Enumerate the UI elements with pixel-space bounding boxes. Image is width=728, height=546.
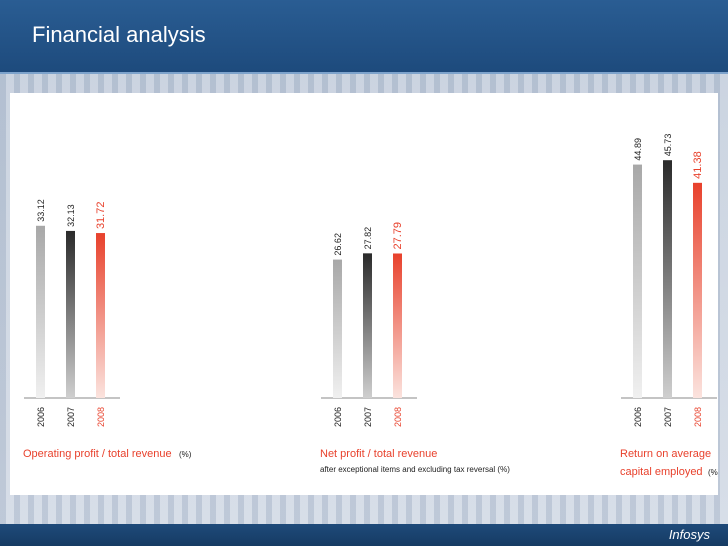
chart-title: Return on average (620, 448, 711, 460)
value-label: 31.72 (95, 202, 107, 230)
footer-bar: Infosys (0, 524, 728, 546)
year-label: 2008 (96, 407, 106, 427)
chart-title: Net profit / total revenue (320, 448, 437, 460)
year-label: 2007 (363, 407, 373, 427)
header-bar: Financial analysis (0, 0, 728, 74)
bar-2007 (66, 230, 75, 398)
year-label: 2008 (693, 407, 703, 427)
value-label: 32.13 (66, 204, 76, 227)
value-label: 45.73 (663, 134, 673, 157)
year-label: 2008 (393, 407, 403, 427)
year-label: 2007 (66, 407, 76, 427)
bar-2006 (36, 225, 45, 398)
bar-2006 (333, 259, 342, 398)
value-label: 26.62 (333, 233, 343, 256)
value-label: 44.89 (633, 138, 643, 161)
bar-2006 (633, 164, 642, 398)
year-label: 2006 (633, 407, 643, 427)
year-label: 2006 (36, 407, 46, 427)
chart-unit: (%) (179, 450, 192, 459)
value-label: 41.38 (692, 151, 704, 179)
year-label: 2006 (333, 407, 343, 427)
value-label: 27.79 (392, 222, 404, 250)
chart-title: Operating profit / total revenue (23, 448, 172, 460)
bar-2008 (96, 233, 105, 398)
page-title: Financial analysis (32, 22, 206, 47)
infosys-logo: Infosys (668, 527, 710, 542)
chart-unit: (%) (708, 468, 718, 477)
bar-2008 (693, 182, 702, 398)
header-divider (0, 72, 728, 74)
charts-panel: 33.12 2006 32.13 2007 31.72 2008 Operating pro… (10, 93, 721, 495)
bar-2007 (663, 160, 672, 398)
charts-svg: 33.12 2006 32.13 2007 31.72 2008 Operating pro… (23, 134, 721, 478)
bar-2008 (393, 253, 402, 398)
value-label: 33.12 (36, 199, 46, 222)
value-label: 27.82 (363, 227, 373, 250)
chart-title-line2: capital employed (620, 466, 703, 478)
chart-subtitle: after exceptional items and excluding ta… (320, 465, 510, 474)
bar-2007 (363, 253, 372, 398)
year-label: 2007 (663, 407, 673, 427)
